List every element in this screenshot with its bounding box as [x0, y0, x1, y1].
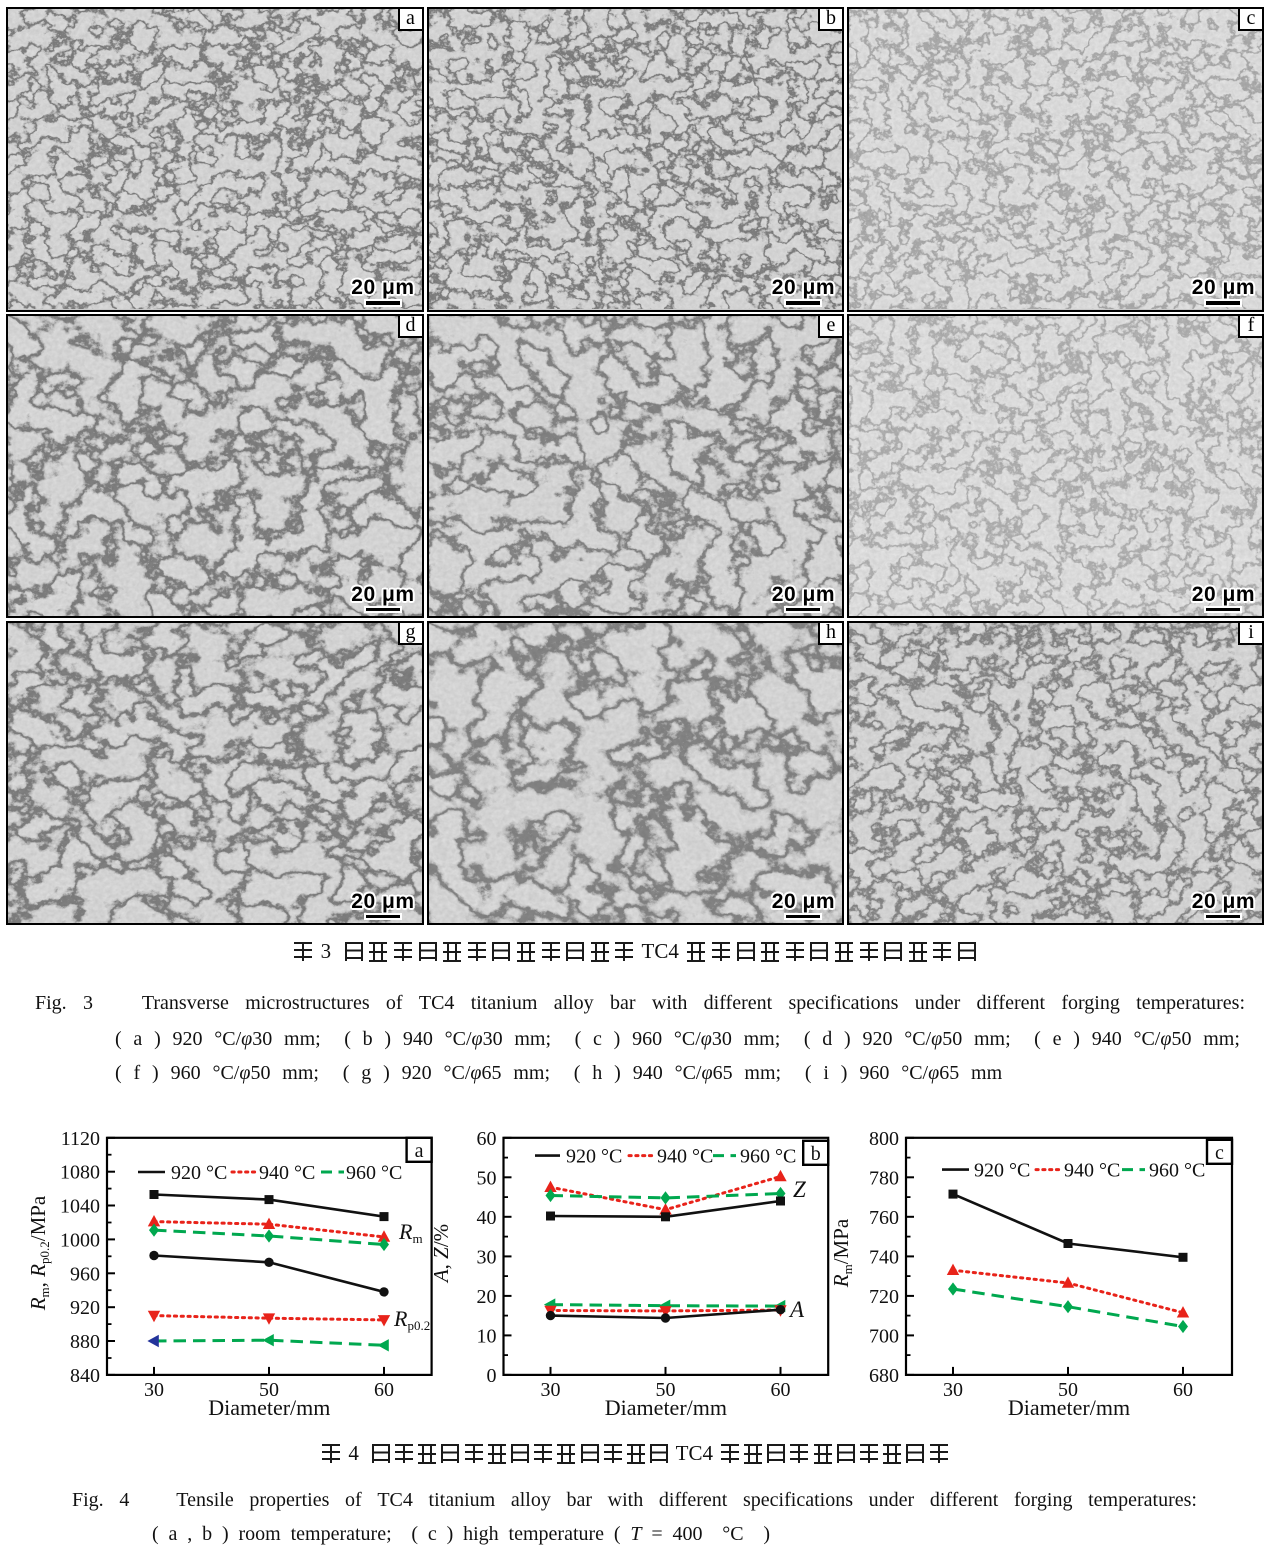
svg-text:50: 50	[656, 1379, 676, 1401]
svg-text:1000: 1000	[60, 1229, 100, 1251]
svg-text:680: 680	[869, 1365, 899, 1387]
svg-text:920 °C: 920 °C	[171, 1162, 227, 1184]
svg-text:940 °C: 940 °C	[1064, 1160, 1120, 1182]
svg-text:1120: 1120	[61, 1128, 100, 1150]
svg-text:920: 920	[70, 1297, 100, 1319]
svg-text:840: 840	[70, 1365, 100, 1387]
svg-text:740: 740	[869, 1246, 899, 1268]
svg-text:960 °C: 960 °C	[1149, 1160, 1205, 1182]
svg-text:960 °C: 960 °C	[346, 1162, 402, 1184]
svg-text:60: 60	[771, 1379, 791, 1401]
svg-text:20: 20	[477, 1286, 497, 1308]
svg-text:1080: 1080	[60, 1162, 100, 1184]
svg-text:30: 30	[541, 1379, 561, 1401]
svg-text:Rm: Rm	[398, 1219, 423, 1246]
svg-text:760: 760	[869, 1207, 899, 1229]
svg-text:700: 700	[869, 1325, 899, 1347]
svg-text:Diameter/mm: Diameter/mm	[605, 1395, 727, 1420]
svg-text:c: c	[1215, 1142, 1224, 1164]
svg-text:Rp0.2: Rp0.2	[393, 1306, 430, 1333]
svg-text:60: 60	[374, 1379, 394, 1401]
svg-text:b: b	[811, 1143, 821, 1165]
svg-text:30: 30	[477, 1246, 497, 1268]
svg-text:60: 60	[477, 1128, 497, 1150]
svg-text:50: 50	[259, 1379, 279, 1401]
svg-text:Rm, Rp0.2/MPa: Rm, Rp0.2/MPa	[26, 1195, 52, 1311]
svg-text:920 °C: 920 °C	[566, 1146, 622, 1168]
svg-text:30: 30	[144, 1379, 164, 1401]
svg-text:50: 50	[477, 1167, 497, 1189]
svg-text:30: 30	[943, 1379, 963, 1401]
svg-text:a: a	[415, 1140, 424, 1162]
svg-text:1040: 1040	[60, 1196, 100, 1218]
svg-text:0: 0	[487, 1365, 497, 1387]
svg-text:40: 40	[477, 1207, 497, 1229]
svg-text:960: 960	[70, 1263, 100, 1285]
svg-text:940 °C: 940 °C	[259, 1162, 315, 1184]
svg-text:A, Z/%: A, Z/%	[429, 1224, 453, 1284]
svg-text:10: 10	[477, 1325, 497, 1347]
svg-text:800: 800	[869, 1128, 899, 1150]
svg-text:880: 880	[70, 1331, 100, 1353]
svg-text:Diameter/mm: Diameter/mm	[1008, 1395, 1130, 1420]
svg-text:780: 780	[869, 1167, 899, 1189]
svg-text:Z: Z	[793, 1177, 806, 1202]
svg-text:960 °C: 960 °C	[740, 1146, 796, 1168]
svg-text:60: 60	[1173, 1379, 1193, 1401]
svg-text:920 °C: 920 °C	[974, 1160, 1030, 1182]
svg-text:50: 50	[1058, 1379, 1078, 1401]
svg-text:720: 720	[869, 1286, 899, 1308]
svg-text:Diameter/mm: Diameter/mm	[208, 1395, 330, 1420]
svg-text:A: A	[788, 1297, 805, 1322]
svg-text:Rm/MPa: Rm/MPa	[829, 1218, 855, 1288]
svg-text:940 °C: 940 °C	[657, 1146, 713, 1168]
